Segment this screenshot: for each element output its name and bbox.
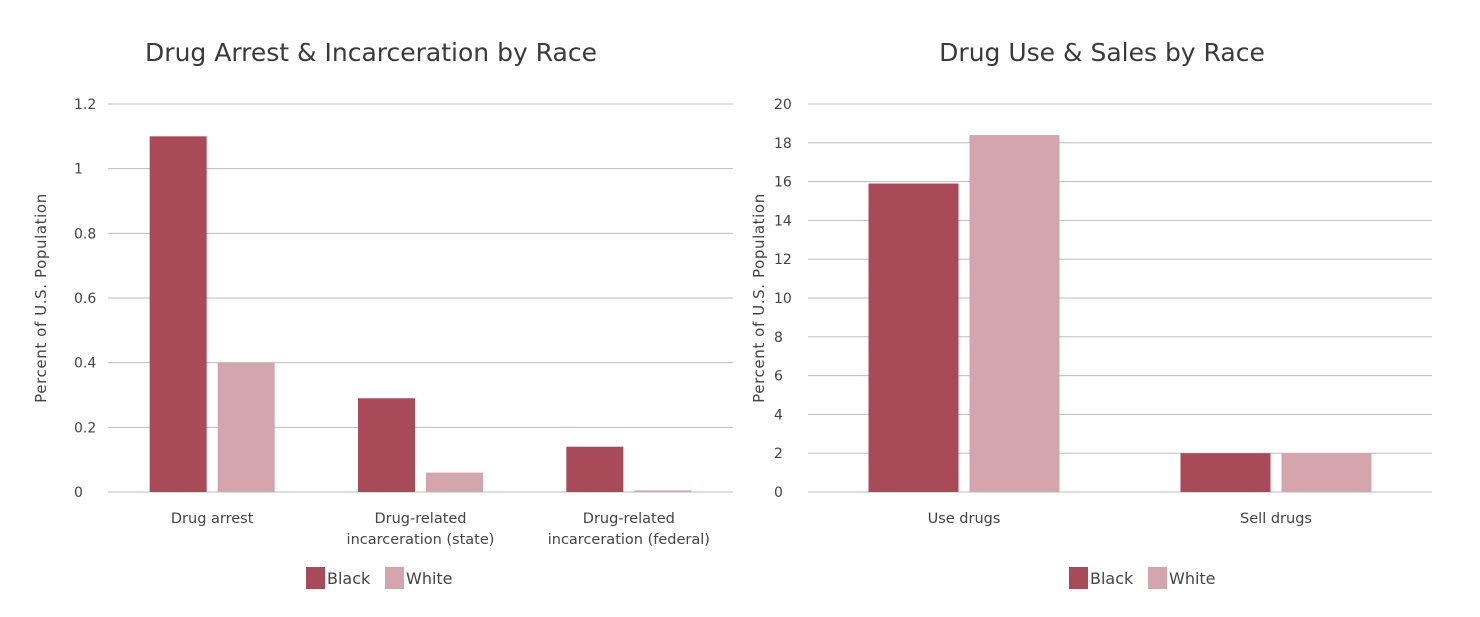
y-tick-label: 0 <box>74 485 83 501</box>
y-tick-label: 20 <box>774 97 792 113</box>
chart-title: Drug Arrest & Incarceration by Race <box>145 38 597 67</box>
bar-black <box>868 183 959 493</box>
legend-label-white: White <box>406 569 453 588</box>
arrest-incarceration-chart: Drug Arrest & Incarceration by Race 0 0.2 0… <box>32 38 733 589</box>
y-tick-label: 12 <box>774 252 792 268</box>
bar-white <box>217 362 275 492</box>
legend-label-black: Black <box>1090 569 1134 588</box>
bar-black <box>358 398 415 492</box>
category-label: Use drugs <box>928 511 1001 527</box>
category-label-line: incarceration (federal) <box>548 532 710 548</box>
y-tick-label: 4 <box>774 407 783 423</box>
category-label: Sell drugs <box>1240 511 1312 527</box>
legend-swatch-black <box>306 567 325 589</box>
bar-black <box>1180 453 1271 492</box>
category-label-line: Drug arrest <box>171 511 254 527</box>
legend-label-white: White <box>1169 569 1216 588</box>
y-tick-label: 2 <box>774 446 783 462</box>
y-tick-label: 0.4 <box>74 356 96 372</box>
legend-label-black: Black <box>327 569 371 588</box>
category-label-line: Drug-related <box>583 511 675 527</box>
chart-title: Drug Use & Sales by Race <box>939 38 1265 67</box>
use-sales-chart: Drug Use & Sales by Race 0 2 4 6 8 10 12 14 16 18 2… <box>750 38 1432 589</box>
legend-swatch-white <box>1148 567 1167 589</box>
y-tick-label: 0.8 <box>74 226 96 242</box>
legend-swatch-black <box>1069 567 1088 589</box>
legend-swatch-white <box>385 567 404 589</box>
bar-white <box>634 490 692 492</box>
y-tick-label: 10 <box>774 291 792 307</box>
y-tick-label: 18 <box>774 136 792 152</box>
category-label-line: incarceration (state) <box>347 532 495 548</box>
y-tick-label: 14 <box>774 213 792 229</box>
category-label: Drug-related incarceration (federal) <box>548 511 710 548</box>
y-tick-label: 0.6 <box>74 291 96 307</box>
y-tick-label: 6 <box>774 369 783 385</box>
category-label-line: Drug-related <box>374 511 466 527</box>
bar-white <box>426 472 483 492</box>
bar-white <box>969 135 1060 493</box>
y-tick-label: 0.2 <box>74 420 96 436</box>
y-axis-label: Percent of U.S. Population <box>750 193 768 403</box>
y-tick-label: 8 <box>774 330 783 346</box>
y-tick-label: 16 <box>774 175 792 191</box>
category-label-line: Sell drugs <box>1240 511 1312 527</box>
bar-white <box>1281 453 1372 492</box>
category-label: Drug arrest <box>171 511 254 527</box>
y-tick-label: 1.2 <box>74 97 96 113</box>
category-label: Drug-related incarceration (state) <box>347 511 495 548</box>
bar-black <box>566 446 624 492</box>
bar-black <box>149 136 207 493</box>
y-axis-label: Percent of U.S. Population <box>32 193 50 403</box>
y-tick-label: 1 <box>74 162 83 178</box>
category-label-line: Use drugs <box>928 511 1001 527</box>
y-tick-label: 0 <box>774 485 783 501</box>
